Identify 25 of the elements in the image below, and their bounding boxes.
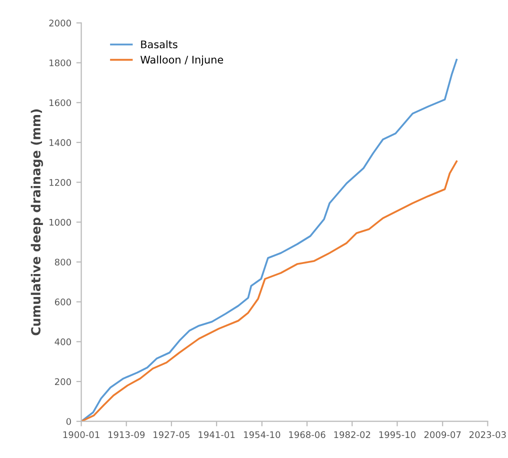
y-tick-label: 1200 [50,179,71,186]
y-tick-label: 0 [66,418,71,425]
x-tick-label: 1900-01 [63,431,100,438]
y-tick-label: 400 [54,338,71,346]
y-tick-label: 1400 [50,139,71,146]
y-axis-title: Cumulative deep drainage (mm) [30,109,44,336]
x-tick-label: 1913-09 [108,431,145,438]
y-tick-label: 800 [54,258,71,266]
y-tick-label: 1000 [50,218,71,226]
legend-label: Walloon / Injune [140,56,224,66]
line-series [81,160,458,422]
y-tick-label: 1800 [50,59,71,66]
y-tick-label: 200 [54,378,71,386]
x-tick-label: 1954-10 [244,431,280,438]
x-tick-label: 1982-02 [334,431,370,438]
x-tick-label: 1968-06 [289,431,326,438]
x-tick-label: 1927-05 [154,431,190,438]
x-tick-label: 2023-03 [469,431,506,438]
x-tick-label: 1941-01 [198,431,235,438]
y-tick-label: 600 [54,298,71,306]
x-tick-label: 2009-07 [424,431,461,438]
y-tick-label: 1600 [50,99,71,106]
x-tick-label: 1995-10 [379,431,416,438]
legend-label: Basalts [141,40,178,48]
y-tick-label: 2000 [49,20,71,26]
